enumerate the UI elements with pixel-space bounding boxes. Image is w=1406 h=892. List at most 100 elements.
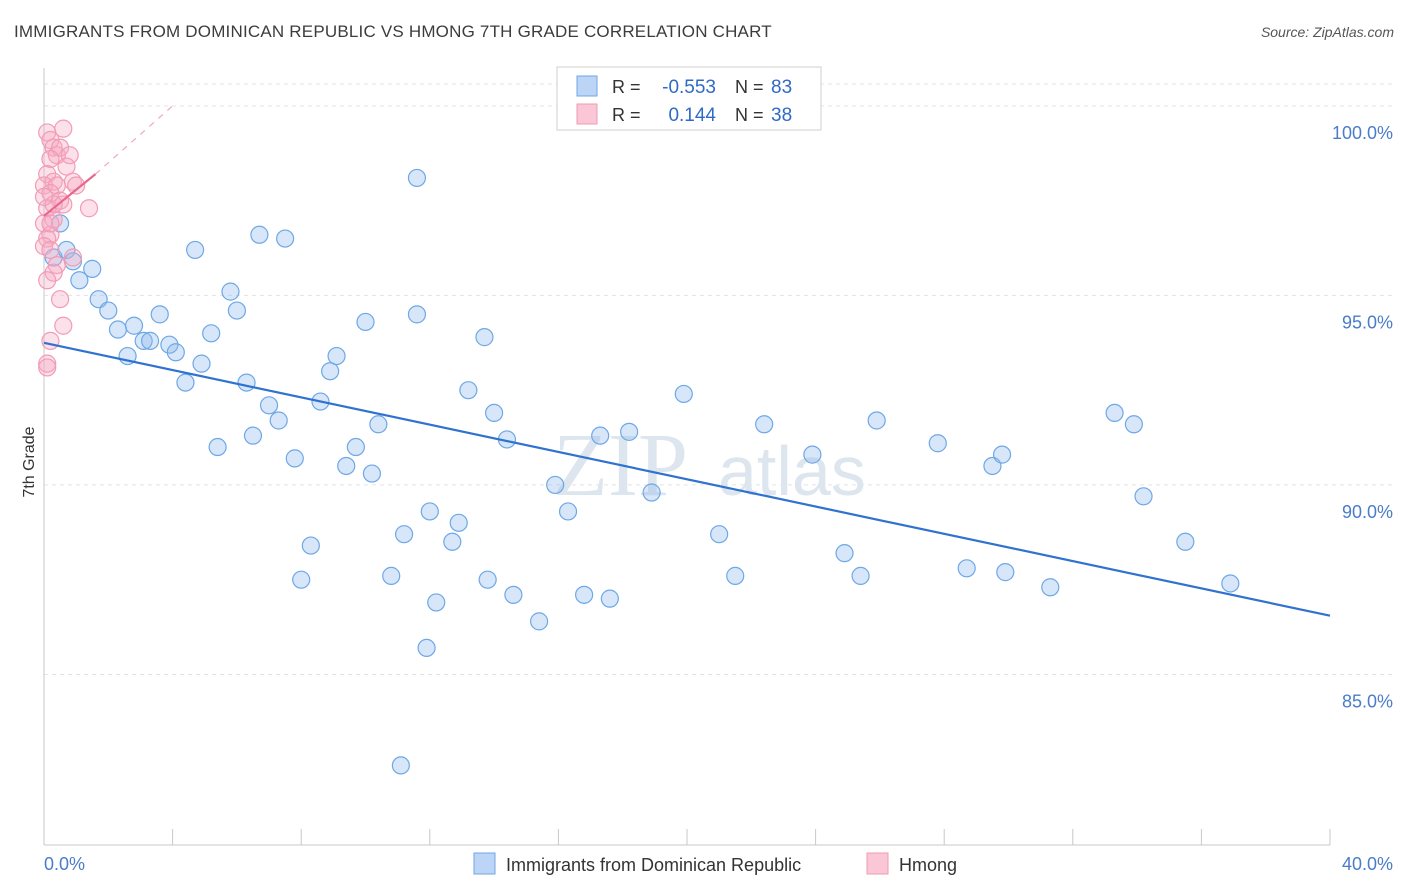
hmong-point-14	[67, 176, 86, 195]
dominican-point-21	[221, 282, 240, 301]
dominican-point-35	[337, 456, 356, 476]
chart-title: IMMIGRANTS FROM DOMINICAN REPUBLIC VS HM…	[14, 22, 772, 41]
dominican-point-17	[186, 240, 205, 260]
dominican-point-78	[1105, 403, 1124, 423]
dominican-point-15	[166, 343, 185, 362]
stats-r-label-0: R =	[612, 77, 641, 97]
hmong-point-6	[60, 146, 79, 165]
dominican-point-5	[83, 259, 102, 278]
dominican-point-60	[591, 426, 610, 445]
dominican-point-43	[407, 305, 427, 324]
dominican-point-66	[726, 566, 745, 585]
x-tick-label-1: 40.0%	[1342, 854, 1393, 874]
dominican-point-27	[269, 411, 288, 430]
watermark-atlas: atlas	[718, 432, 866, 510]
dominican-point-12	[140, 331, 160, 350]
hmong-point-30	[50, 290, 70, 309]
dominican-point-77	[1041, 578, 1060, 597]
dominican-point-16	[176, 373, 195, 392]
hmong-point-7	[41, 149, 60, 169]
dominican-point-59	[575, 585, 594, 604]
stats-legend: R = -0.553 N = 83 R = 0.144 N = 38	[556, 66, 822, 131]
dominican-point-46	[427, 593, 446, 612]
dominican-point-10	[124, 316, 144, 335]
dominican-point-80	[1134, 487, 1153, 506]
dominican-point-13	[150, 305, 169, 324]
dominican-point-61	[600, 589, 619, 608]
dominican-point-36	[346, 437, 365, 457]
hmong-point-32	[41, 331, 60, 350]
dominican-point-49	[449, 513, 468, 532]
hmong-trend-line	[43, 173, 97, 217]
dominican-point-40	[382, 566, 401, 585]
dominican-point-31	[301, 536, 320, 555]
dominican-point-2	[57, 240, 76, 260]
dominican-trend-line	[43, 341, 1331, 617]
hmong-point-26	[63, 248, 83, 267]
trend-lines	[43, 105, 1331, 617]
dominican-point-42	[391, 756, 410, 775]
dominican-point-67	[755, 415, 774, 434]
dominican-point-18	[192, 354, 211, 373]
dominican-point-39	[369, 415, 388, 434]
dominican-point-69	[835, 544, 854, 563]
dominican-point-26	[259, 396, 279, 415]
hmong-point-8	[57, 157, 76, 176]
x-tick-label-0: 0.0%	[44, 854, 85, 874]
dominican-point-68	[803, 445, 822, 464]
hmong-point-4	[54, 119, 73, 138]
y-tick-label-3: 100.0%	[1332, 123, 1393, 143]
axes	[43, 68, 1331, 846]
dominican-point-23	[237, 373, 256, 392]
dominican-point-22	[227, 301, 246, 320]
stats-n-value-1: 38	[771, 105, 792, 126]
source-credit: Source: ZipAtlas.com	[1260, 24, 1394, 40]
stats-r-value-0: -0.553	[662, 77, 716, 98]
stats-r-label-1: R =	[612, 105, 641, 125]
dominican-point-72	[928, 434, 947, 453]
dominican-point-33	[321, 362, 340, 381]
dominican-point-8	[108, 320, 128, 339]
stats-swatch-1	[576, 103, 598, 125]
dominican-point-81	[1176, 532, 1195, 551]
dominican-point-51	[475, 328, 494, 347]
dominican-point-53	[485, 403, 504, 423]
bottom-legend: Immigrants from Dominican Republic Hmong	[473, 852, 957, 875]
dominican-point-70	[851, 566, 870, 585]
dominican-point-24	[243, 426, 263, 445]
dominican-point-20	[208, 437, 227, 457]
data-points	[34, 119, 1240, 775]
stats-legend-box	[556, 66, 822, 131]
dominican-point-7	[99, 301, 118, 320]
stats-n-label-1: N =	[735, 105, 764, 125]
hmong-point-29	[38, 271, 57, 290]
y-tick-label-2: 95.0%	[1342, 312, 1393, 332]
legend-label-0: Immigrants from Dominican Republic	[506, 855, 801, 875]
dominican-point-48	[443, 532, 462, 551]
hmong-point-28	[44, 263, 63, 282]
dominican-point-50	[459, 381, 478, 400]
legend-swatch-1	[866, 852, 889, 875]
x-tick-labels: 0.0% 40.0%	[44, 854, 1393, 874]
hmong-point-18	[79, 199, 99, 218]
hmong-point-34	[38, 358, 57, 377]
y-axis-title: 7th Grade	[21, 426, 38, 497]
hmong-trend-extension	[95, 105, 173, 175]
legend-swatch-0	[473, 852, 496, 875]
legend-label-1: Hmong	[899, 855, 957, 875]
stats-n-label-0: N =	[735, 77, 764, 97]
dominican-point-45	[417, 638, 436, 658]
y-tick-labels: 85.0% 90.0% 95.0% 100.0%	[1332, 123, 1393, 712]
hmong-point-35	[44, 195, 63, 214]
dominican-point-19	[202, 324, 221, 343]
dominican-point-71	[867, 411, 886, 430]
hmong-point-25	[41, 240, 60, 260]
dominican-point-11	[134, 331, 153, 350]
dominican-point-38	[362, 464, 382, 483]
hmong-point-36	[34, 187, 54, 206]
dominican-point-75	[992, 445, 1012, 464]
dominican-point-28	[276, 229, 295, 248]
dominican-point-52	[478, 570, 497, 589]
dominican-point-65	[710, 525, 729, 544]
